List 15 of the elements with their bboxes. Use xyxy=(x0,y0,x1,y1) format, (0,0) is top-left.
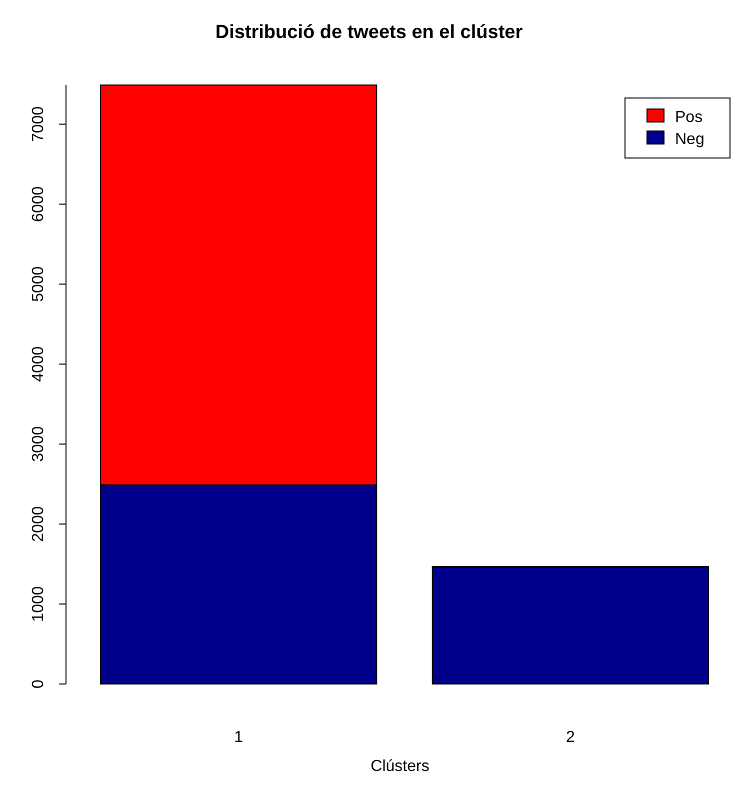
x-tick-label: 1 xyxy=(234,729,244,746)
y-tick-label: 3000 xyxy=(30,426,47,462)
bar xyxy=(432,566,709,684)
x-axis-title: Clústers xyxy=(370,758,430,775)
y-tick-label: 1000 xyxy=(30,586,47,622)
legend-label: Pos xyxy=(675,109,703,126)
y-tick-label: 4000 xyxy=(30,346,47,382)
legend-label: Neg xyxy=(675,131,704,148)
y-tick-label: 2000 xyxy=(30,506,47,542)
chart-title: Distribució de tweets en el clúster xyxy=(215,22,524,43)
y-tick-label: 5000 xyxy=(30,266,47,302)
y-tick-label: 7000 xyxy=(30,106,47,142)
x-tick-label: 2 xyxy=(566,729,575,746)
y-tick-label: 0 xyxy=(30,679,47,688)
y-tick-label: 6000 xyxy=(30,186,47,222)
